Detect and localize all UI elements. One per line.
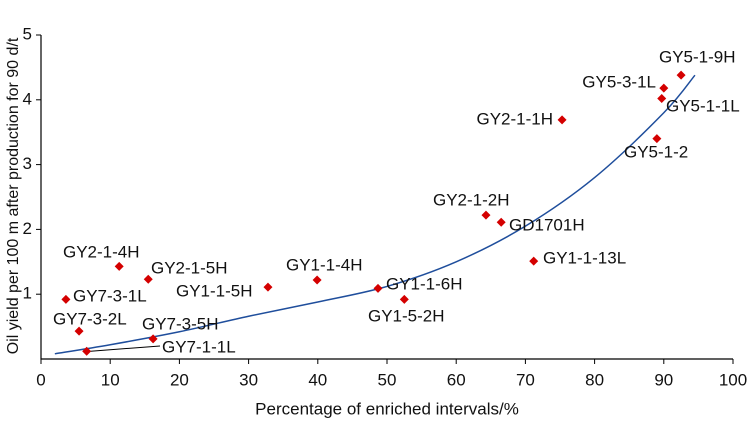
- point-label: GY5-1-9H: [659, 47, 736, 66]
- x-tick-label: 80: [585, 370, 604, 389]
- x-tick-label: 10: [101, 370, 120, 389]
- point: [148, 334, 158, 344]
- point-label: GY2-1-5H: [151, 258, 228, 277]
- point-label: GY1-1-5H: [176, 281, 253, 300]
- point-label: GY5-1-1L: [666, 96, 740, 115]
- x-tick-label: 30: [239, 370, 258, 389]
- point-label: GY7-1-1L: [162, 337, 236, 356]
- x-tick-label: 60: [447, 370, 466, 389]
- point-label: GY2-1-1H: [476, 109, 553, 128]
- point-label: GY5-3-1L: [582, 72, 656, 91]
- point: [263, 282, 273, 292]
- point: [82, 346, 92, 356]
- x-tick-label: 70: [516, 370, 535, 389]
- x-tick-label: 90: [654, 370, 673, 389]
- point: [143, 274, 153, 284]
- point-label: GY7-3-2L: [53, 309, 127, 328]
- point: [114, 261, 124, 271]
- point: [74, 326, 84, 336]
- point: [61, 294, 71, 304]
- point-label: GY7-3-5H: [142, 314, 219, 333]
- point: [312, 275, 322, 285]
- x-tick-label: 40: [308, 370, 327, 389]
- x-tick-label: 50: [378, 370, 397, 389]
- point-label: GY1-5-2H: [368, 306, 445, 325]
- x-axis-label: Percentage of enriched intervals/%: [255, 399, 519, 418]
- point-label: GY7-3-1L: [73, 286, 147, 305]
- x-tick-label: 0: [36, 370, 45, 389]
- point: [557, 115, 567, 125]
- point: [676, 70, 686, 80]
- y-tick-label: 5: [23, 24, 32, 43]
- point: [481, 210, 491, 220]
- y-tick-label: 1: [23, 284, 32, 303]
- point: [657, 94, 667, 104]
- point-label: GY1-1-13L: [543, 248, 626, 267]
- point: [373, 283, 383, 293]
- point-label: GY2-1-2H: [433, 190, 510, 209]
- point-label: GY1-1-4H: [286, 255, 363, 274]
- trendline: [54, 74, 696, 355]
- y-tick-label: 3: [23, 154, 32, 173]
- y-tick-label: 2: [23, 219, 32, 238]
- point-label: GD1701H: [509, 215, 585, 234]
- y-tick-label: 4: [23, 89, 32, 108]
- point: [659, 83, 669, 93]
- x-tick-label: 100: [719, 370, 747, 389]
- point-label: GY2-1-4H: [63, 242, 140, 261]
- x-tick-label: 20: [170, 370, 189, 389]
- leader-line: [90, 345, 161, 352]
- point-label: GY5-1-2: [624, 142, 688, 161]
- point: [529, 256, 539, 266]
- y-axis-label: Oil yield per 100 m after production for…: [5, 37, 22, 354]
- point-label: GY1-1-6H: [386, 274, 463, 293]
- point: [399, 294, 409, 304]
- point: [652, 134, 662, 144]
- point: [496, 217, 506, 227]
